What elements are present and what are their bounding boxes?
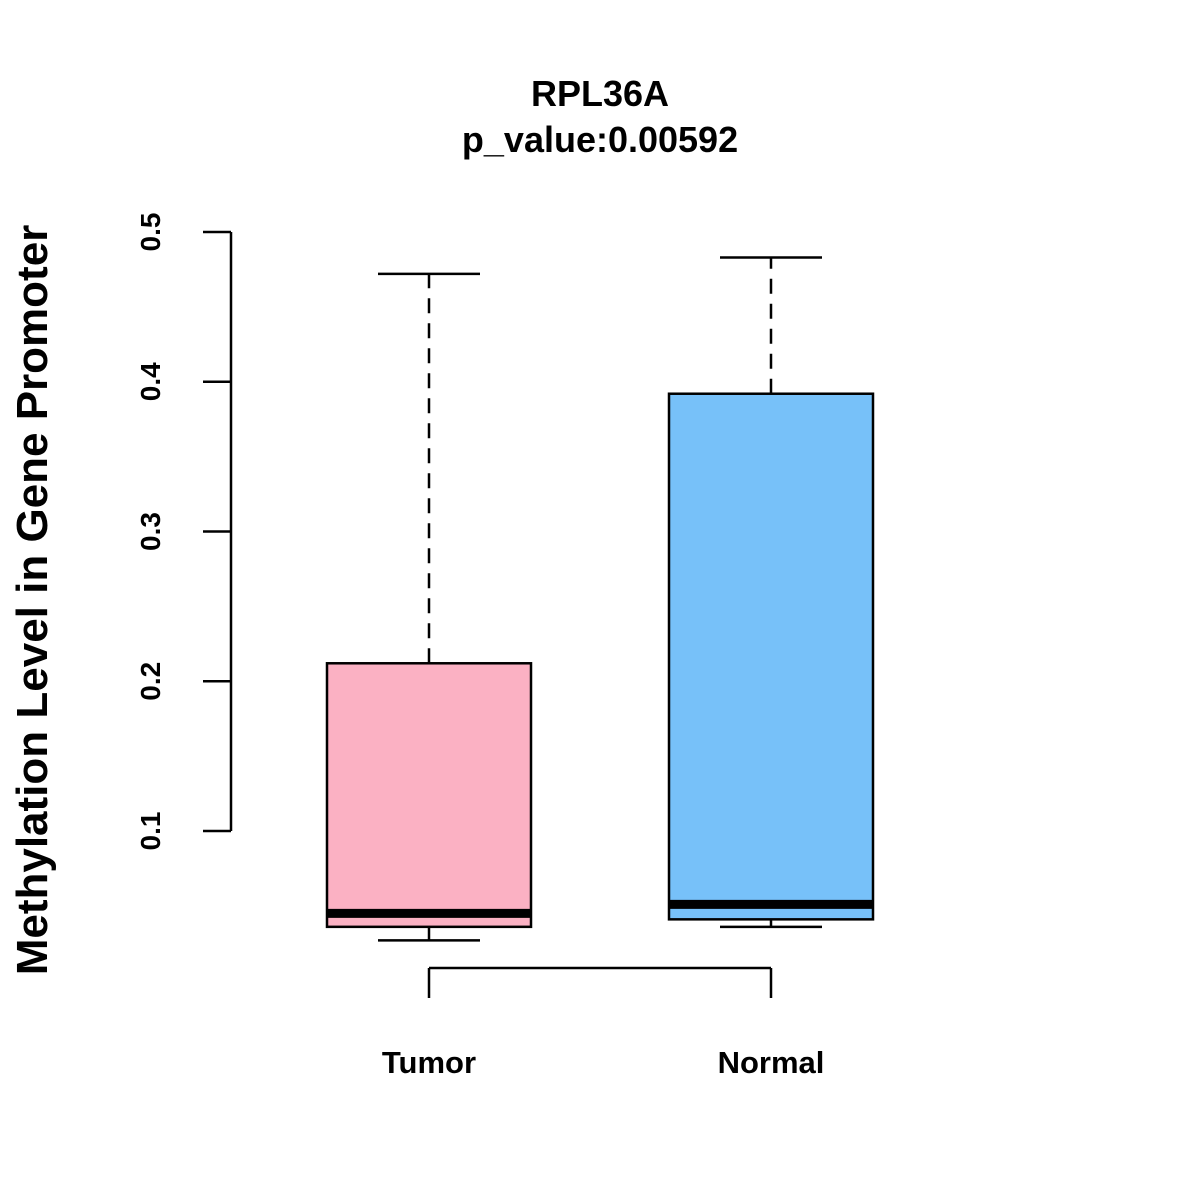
box-group	[325, 256, 875, 942]
iqr-box	[667, 392, 875, 921]
chart-title: RPL36A	[531, 73, 669, 114]
iqr-box	[325, 662, 533, 929]
y-tick-label: 0.2	[135, 662, 166, 701]
y-tick-label: 0.5	[135, 213, 166, 252]
y-axis: 0.1 0.2 0.3 0.4 0.5	[135, 213, 233, 851]
y-tick-label: 0.4	[135, 362, 166, 401]
chart-subtitle: p_value:0.00592	[462, 119, 738, 160]
x-axis: Tumor Normal	[382, 966, 825, 1080]
y-axis-label: Methylation Level in Gene Promoter	[8, 225, 57, 976]
box-tumor	[325, 272, 533, 942]
y-tick-label: 0.1	[135, 812, 166, 851]
box-normal	[667, 256, 875, 929]
x-tick-label: Normal	[718, 1045, 825, 1080]
y-tick-label: 0.3	[135, 512, 166, 551]
x-tick-label: Tumor	[382, 1045, 476, 1080]
